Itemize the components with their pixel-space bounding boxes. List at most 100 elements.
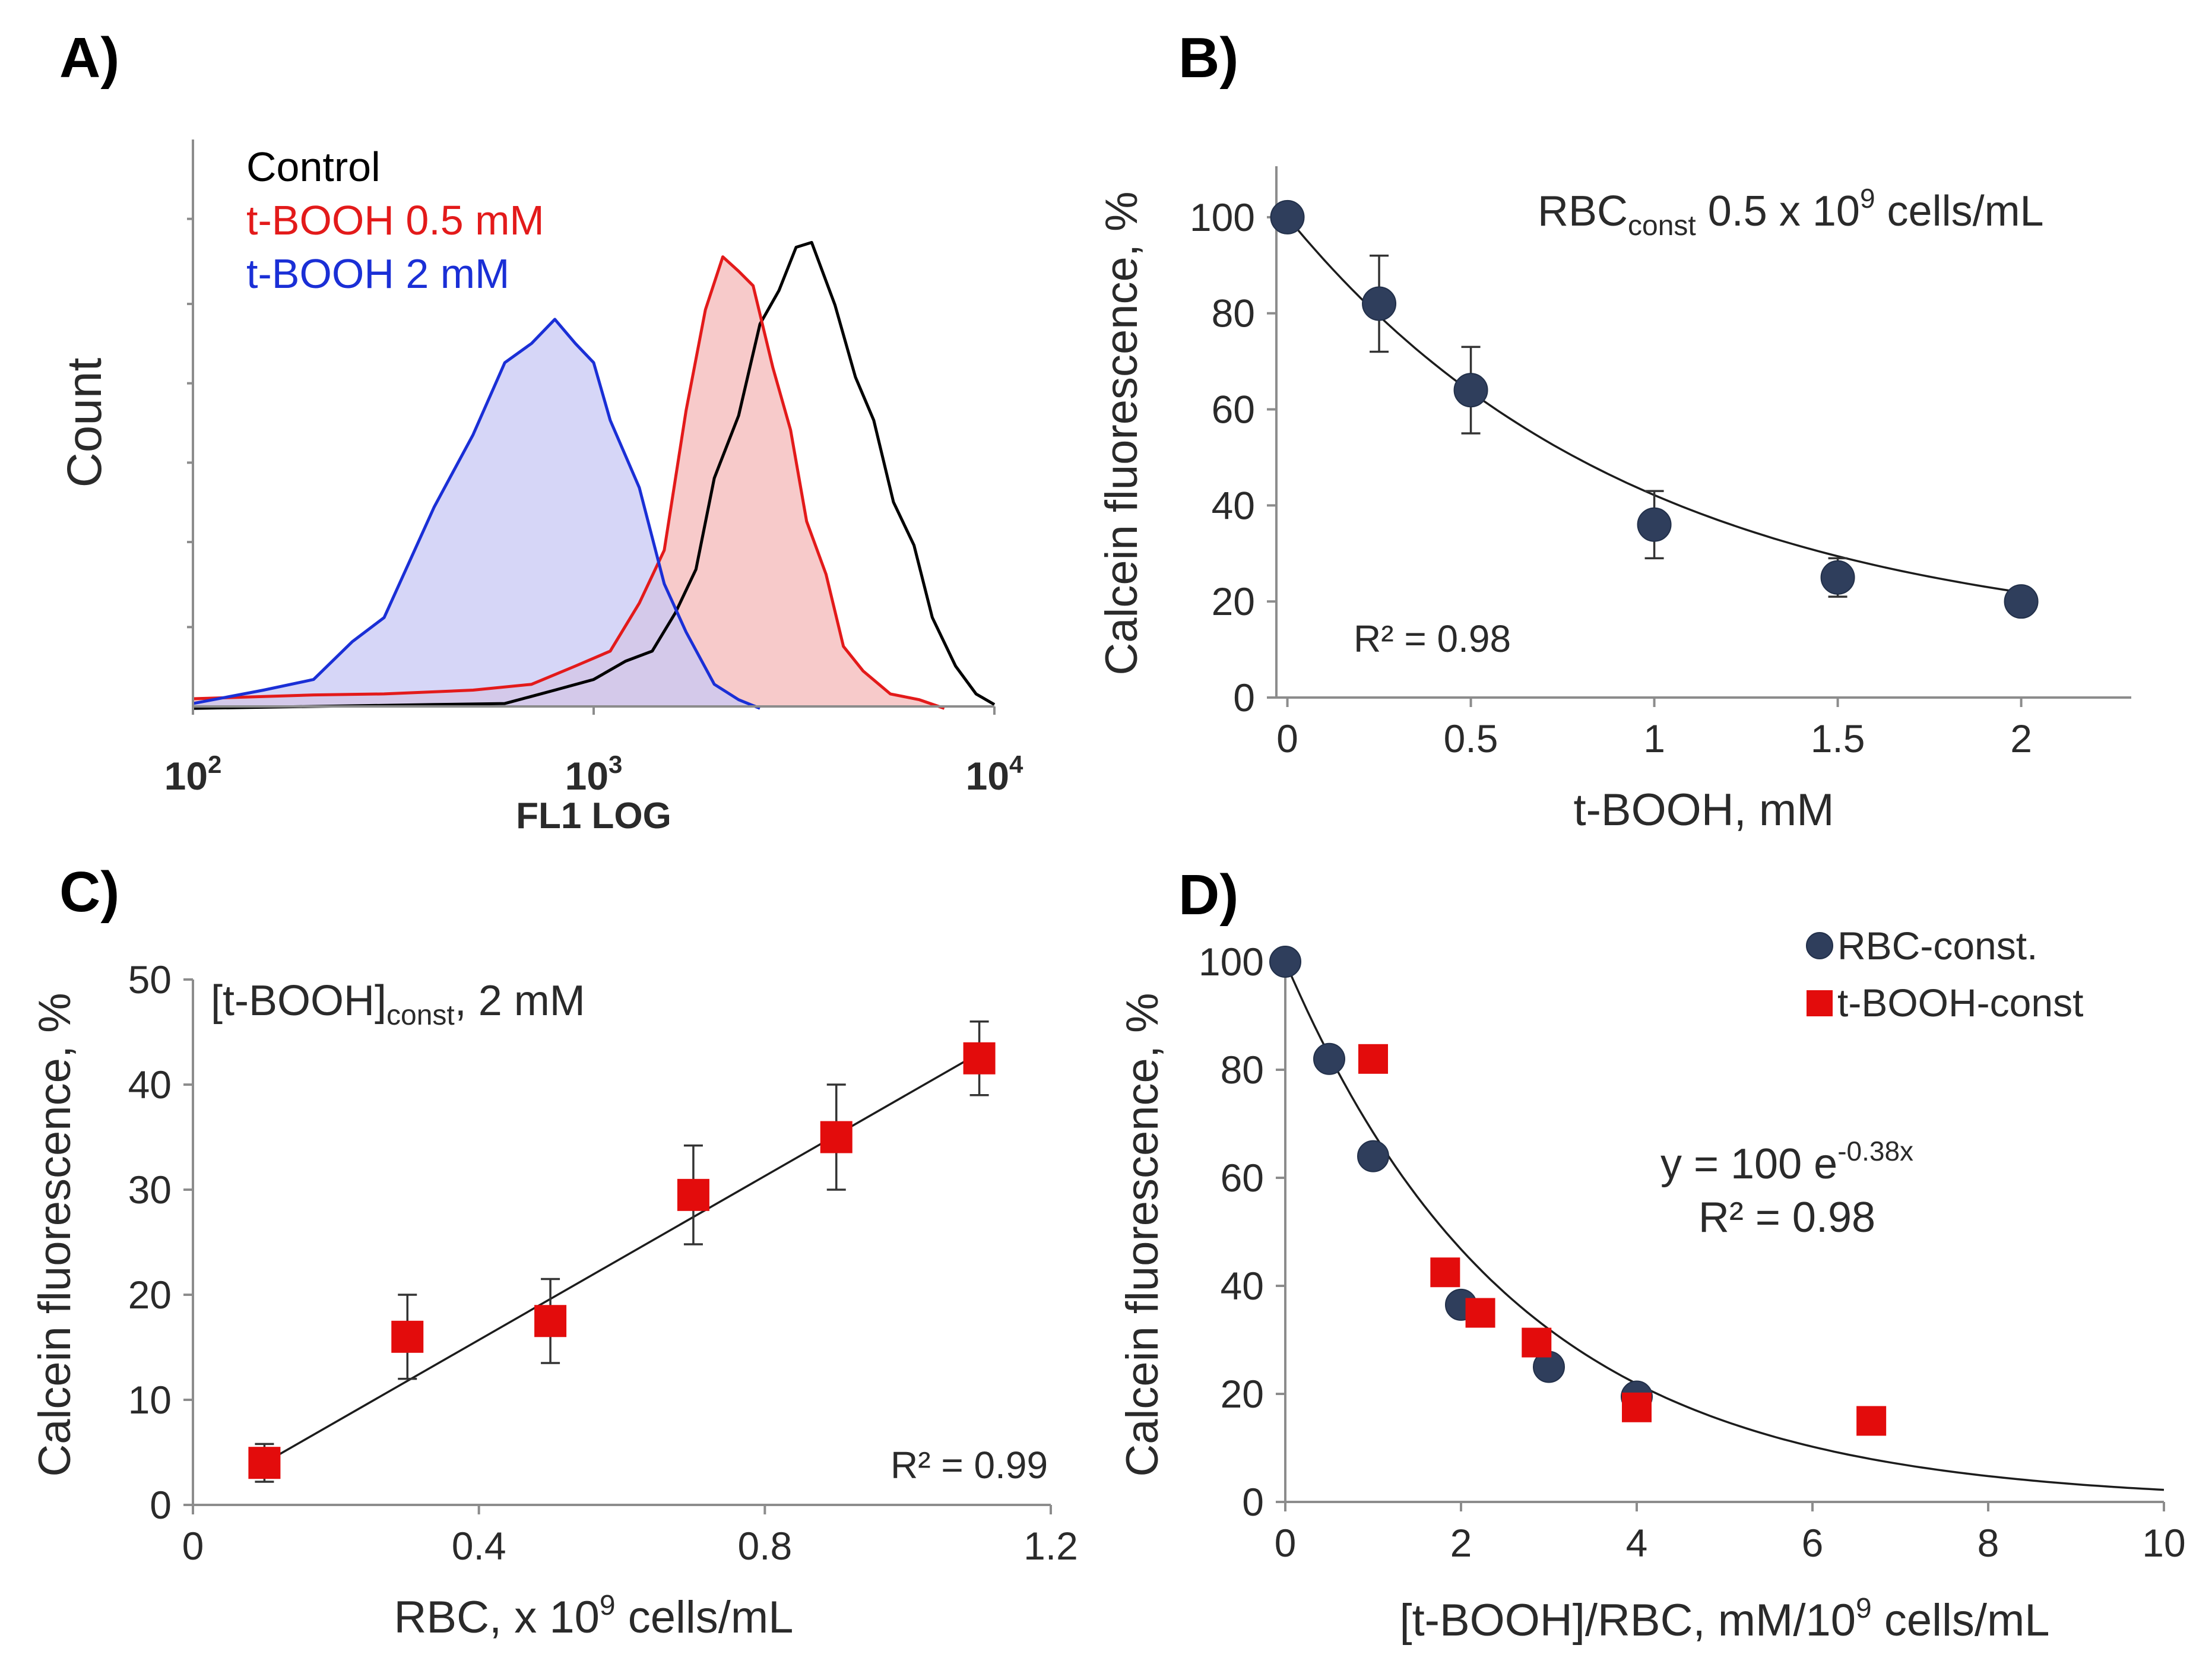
y-tick-label: 20 bbox=[128, 1273, 172, 1317]
control-histogram bbox=[192, 240, 996, 710]
fit-line-path bbox=[264, 1052, 980, 1464]
data-point bbox=[248, 1447, 281, 1479]
r-squared-label: R² = 0.98 bbox=[1354, 617, 1511, 660]
data-point bbox=[1270, 199, 1305, 234]
panel-c-chart: 0 0.4 0.8 1.2 0 10 20 30 40 50 Calcein fluorescen… bbox=[30, 958, 1078, 1643]
data-point bbox=[391, 1320, 424, 1353]
data-point bbox=[2004, 584, 2039, 619]
data-points bbox=[248, 1020, 996, 1483]
legend-tbooh-2: t-BOOH 2 mM bbox=[246, 251, 509, 297]
histogram-plot-area bbox=[192, 240, 996, 710]
panel-a-histogram: Count FL1 LOG 102 103 104 Control t-BOOH… bbox=[58, 140, 1023, 836]
y-tick-label: 40 bbox=[1221, 1264, 1264, 1308]
x-tick-label: 102 bbox=[164, 750, 222, 798]
data-point-tbooh-const bbox=[1522, 1327, 1552, 1358]
x-tick-label: 104 bbox=[966, 750, 1023, 798]
data-point-tbooh-const bbox=[1465, 1298, 1495, 1328]
x-tick-label: 2 bbox=[1450, 1521, 1472, 1565]
legend-tbooh-05: t-BOOH 0.5 mM bbox=[246, 197, 544, 243]
y-tick-label: 100 bbox=[1190, 195, 1255, 239]
r-squared-label: R² = 0.99 bbox=[890, 1444, 1048, 1486]
x-axis-label: RBC, x 109 cells/mL bbox=[394, 1590, 794, 1643]
y-tick-label: 40 bbox=[128, 1063, 172, 1107]
legend-circle-marker bbox=[1806, 932, 1833, 959]
y-tick-label: 10 bbox=[128, 1378, 172, 1422]
x-tick-label: 1.2 bbox=[1023, 1524, 1078, 1568]
y-tick-label: 80 bbox=[1212, 291, 1255, 335]
tbooh-05-histogram bbox=[192, 255, 945, 710]
panel-letter-d: D) bbox=[1178, 863, 1238, 927]
data-point-rbc-const bbox=[1357, 1140, 1389, 1172]
data-points bbox=[1270, 199, 2039, 619]
y-axis-label: Count bbox=[58, 357, 112, 487]
data-point bbox=[677, 1178, 709, 1211]
y-tick-label: 60 bbox=[1221, 1156, 1264, 1200]
data-point bbox=[820, 1121, 853, 1153]
data-point bbox=[1362, 286, 1397, 321]
data-point-tbooh-const bbox=[1856, 1406, 1887, 1436]
axis-ticks bbox=[1267, 215, 2023, 707]
tick-labels: 0 0.4 0.8 1.2 0 10 20 30 40 50 bbox=[128, 958, 1078, 1568]
data-points bbox=[1269, 946, 1887, 1436]
data-point-rbc-const bbox=[1269, 946, 1301, 978]
chart-annotation: RBCconst 0.5 x 109 cells/mL bbox=[1538, 183, 2044, 242]
y-tick-label: 20 bbox=[1212, 579, 1255, 623]
y-tick-label: 80 bbox=[1221, 1048, 1264, 1092]
data-point-rbc-const bbox=[1313, 1042, 1345, 1075]
fit-curve-line bbox=[1284, 961, 2165, 1491]
x-tick-label: 8 bbox=[1978, 1521, 1999, 1565]
data-point-tbooh-const bbox=[1622, 1392, 1652, 1422]
x-tick-label: 0 bbox=[182, 1524, 204, 1568]
tbooh-05-histogram-fill bbox=[193, 256, 945, 709]
legend-tbooh-const: t-BOOH-const bbox=[1837, 981, 2083, 1025]
panel-letter-a: A) bbox=[59, 26, 119, 90]
tbooh-2-histogram-fill bbox=[193, 319, 760, 709]
data-point bbox=[1637, 507, 1672, 542]
x-tick-label: 0.4 bbox=[452, 1524, 506, 1568]
x-axis-label: [t-BOOH]/RBC, mM/109 cells/mL bbox=[1399, 1593, 2049, 1646]
fit-equation: y = 100 e-0.38x bbox=[1660, 1136, 1913, 1188]
x-axis-label: t-BOOH, mM bbox=[1573, 785, 1834, 835]
axis-ticks bbox=[183, 978, 1052, 1514]
y-tick-label: 0 bbox=[150, 1483, 172, 1527]
y-tick-label: 40 bbox=[1212, 483, 1255, 527]
x-axis-label: FL1 LOG bbox=[516, 795, 671, 836]
y-tick-label: 30 bbox=[128, 1168, 172, 1212]
axis-ticks bbox=[1276, 961, 2165, 1511]
y-tick-label: 0 bbox=[1233, 676, 1255, 720]
chart-annotation: [t-BOOH]const, 2 mM bbox=[211, 977, 585, 1031]
legend: RBC-const. t-BOOH-const bbox=[1806, 924, 2083, 1025]
data-point bbox=[963, 1042, 996, 1075]
tbooh-2-histogram bbox=[192, 318, 761, 710]
x-axis-ticks bbox=[187, 217, 996, 715]
data-point bbox=[534, 1305, 567, 1337]
legend-square-marker bbox=[1807, 990, 1833, 1016]
data-point bbox=[1820, 560, 1855, 595]
x-tick-label: 4 bbox=[1626, 1521, 1648, 1565]
x-tick-label: 1 bbox=[1643, 717, 1665, 760]
r-squared-label: R² = 0.98 bbox=[1698, 1194, 1875, 1241]
x-tick-label: 0.5 bbox=[1444, 717, 1498, 760]
y-tick-label: 50 bbox=[128, 958, 172, 1001]
y-tick-label: 60 bbox=[1212, 388, 1255, 432]
panel-letter-b: B) bbox=[1178, 26, 1238, 90]
fit-curve bbox=[1284, 961, 2165, 1491]
y-tick-label: 100 bbox=[1199, 940, 1264, 984]
panel-letter-c: C) bbox=[59, 860, 119, 924]
fit-line bbox=[264, 1052, 980, 1464]
x-tick-label: 10 bbox=[2142, 1521, 2185, 1565]
x-tick-labels: 102 103 104 bbox=[164, 750, 1023, 798]
y-axis-label: Calcein fluorescence, % bbox=[1117, 993, 1168, 1476]
x-tick-label: 2 bbox=[2010, 717, 2032, 760]
legend: Control t-BOOH 0.5 mM t-BOOH 2 mM bbox=[246, 144, 544, 297]
legend-rbc-const: RBC-const. bbox=[1837, 924, 2037, 968]
y-axis-label: Calcein fluorescence, % bbox=[30, 993, 80, 1476]
x-tick-label: 0.8 bbox=[737, 1524, 792, 1568]
x-tick-label: 1.5 bbox=[1811, 717, 1865, 760]
x-tick-label: 0 bbox=[1276, 717, 1298, 760]
y-axis-label: Calcein fluorescence, % bbox=[1097, 191, 1147, 675]
